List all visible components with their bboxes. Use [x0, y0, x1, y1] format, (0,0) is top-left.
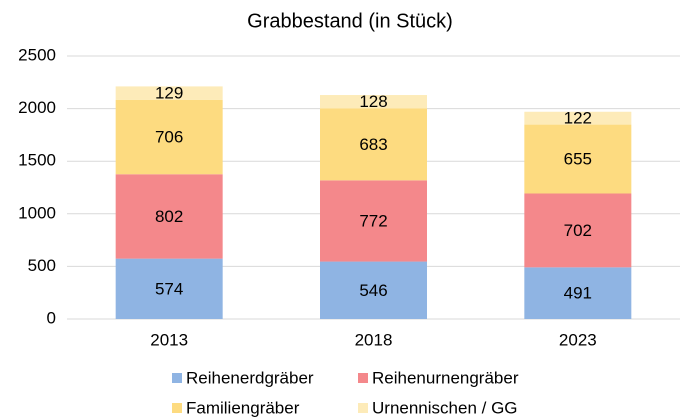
bar-segment [524, 124, 632, 194]
legend-swatch [358, 373, 368, 383]
bar-segment [320, 108, 427, 181]
data-label: 655 [564, 150, 592, 169]
bar-segment [524, 111, 632, 125]
bar-segment [115, 258, 223, 319]
data-label: 546 [359, 281, 387, 300]
data-label: 706 [155, 128, 183, 147]
data-label: 702 [564, 221, 592, 240]
bar-segment [115, 99, 223, 175]
bar-segment [524, 193, 632, 268]
y-tick-label: 2000 [18, 98, 56, 117]
bar-segment [320, 95, 427, 109]
bar-segment [320, 261, 427, 319]
bar-segment [320, 180, 427, 262]
legend-label: Familiengräber [186, 398, 300, 417]
y-tick-label: 500 [28, 256, 56, 275]
bar-segment [524, 267, 632, 319]
legend-swatch [172, 373, 182, 383]
data-label: 129 [155, 84, 183, 103]
data-label: 574 [155, 279, 183, 298]
data-label: 802 [155, 207, 183, 226]
x-tick-label: 2018 [355, 330, 393, 349]
y-tick-label: 2500 [18, 45, 56, 64]
x-tick-label: 2023 [559, 330, 597, 349]
x-tick-label: 2013 [150, 330, 188, 349]
data-label: 128 [359, 92, 387, 111]
data-label: 491 [564, 284, 592, 303]
legend-swatch [172, 403, 182, 413]
legend-label: Urnennischen / GG [372, 398, 518, 417]
y-tick-label: 1000 [18, 203, 56, 222]
legend-swatch [358, 403, 368, 413]
data-label: 683 [359, 135, 387, 154]
legend-label: Reihenurnengräber [372, 368, 519, 387]
legend-label: Reihenerdgräber [186, 368, 314, 387]
chart-title: Grabbestand (in Stück) [247, 10, 453, 32]
y-tick-label: 0 [47, 308, 56, 327]
bar-segment [115, 86, 223, 100]
y-tick-label: 1500 [18, 151, 56, 170]
data-label: 122 [564, 109, 592, 128]
bar-segment [115, 174, 223, 259]
data-label: 772 [359, 211, 387, 230]
